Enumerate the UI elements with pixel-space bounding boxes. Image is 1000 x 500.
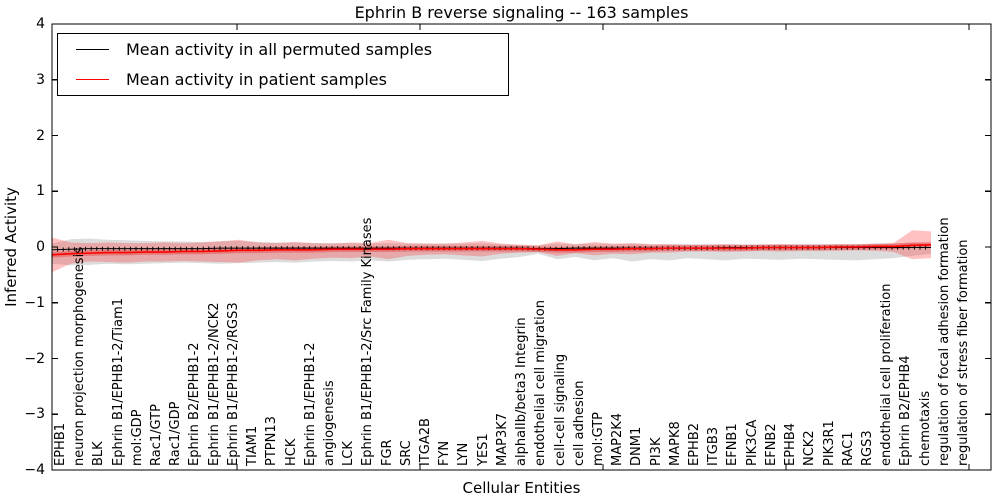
x-entity-label: mol:GTP <box>590 412 606 466</box>
patient-mean-line <box>51 243 932 256</box>
x-entity-label: PI3K <box>648 437 664 466</box>
x-entity-label: Ephrin B1/EPHB1-2/RGS3 <box>225 302 241 466</box>
x-entity-label: Ephrin B1/EPHB1-2 <box>302 342 318 466</box>
x-entity-label: PIK3CA <box>744 419 760 466</box>
x-entity-label: RGS3 <box>859 430 875 466</box>
x-entity-label: endothelial cell proliferation <box>879 283 895 467</box>
legend-item-patient: Mean activity in patient samples <box>58 65 508 93</box>
legend-label-patient: Mean activity in patient samples <box>126 69 387 89</box>
x-entity-label: ITGA2B <box>418 418 434 466</box>
x-entity-label: DNM1 <box>629 426 645 466</box>
x-entity-label: EFNB1 <box>725 423 741 466</box>
x-entity-label: LYN <box>456 442 472 466</box>
x-entity-label: LCK <box>341 441 357 466</box>
permuted-line-sample <box>76 49 109 51</box>
y-tick-label: 2 <box>36 127 45 144</box>
x-entity-label: SRC <box>398 440 414 466</box>
patient-line-sample <box>76 78 109 80</box>
x-entity-label: MAP2K4 <box>610 412 626 466</box>
x-entity-label: regulation of stress fiber formation <box>956 239 971 466</box>
x-entity-label: Ephrin B1/EPHB1-2/Tiam1 <box>110 297 126 466</box>
x-entity-label: mol:GDP <box>129 409 145 466</box>
legend-item-permuted: Mean activity in all permuted samples <box>58 36 508 64</box>
x-entity-label: cell-cell signaling <box>552 353 568 466</box>
y-tick-label: −2 <box>24 350 45 367</box>
legend-box: Mean activity in all permuted samples Me… <box>57 33 509 96</box>
y-tick-label: 0 <box>36 239 45 255</box>
chart-title: Ephrin B reverse signaling -- 163 sample… <box>354 3 689 22</box>
y-tick-label: 1 <box>36 183 45 200</box>
x-entity-label: Ephrin B2/EPHB4 <box>898 355 914 466</box>
permuted-confidence-band <box>52 238 931 266</box>
x-entity-label: cell adhesion <box>571 380 587 466</box>
patient-confidence-band <box>52 230 931 273</box>
y-tick-label: −4 <box>24 462 45 478</box>
x-axis-label: Cellular Entities <box>462 479 581 497</box>
x-entity-label: Ephrin B1/EPHB1-2/NCK2 <box>206 302 222 466</box>
x-entity-label: alphaIIb/beta3 Integrin <box>514 317 530 466</box>
x-entity-label: regulation of focal adhesion formation <box>936 217 952 466</box>
y-tick-label: −1 <box>24 294 45 311</box>
patient-confidence-band-inner <box>52 241 931 258</box>
x-entity-label: chemotaxis <box>917 390 933 466</box>
x-entity-label: PTPN13 <box>264 416 280 466</box>
y-tick-label: −3 <box>24 406 45 423</box>
x-entity-label: Ephrin B2/EPHB1-2 <box>187 342 203 466</box>
x-entity-label: MAP3K7 <box>494 412 510 466</box>
x-entity-label: MAPK8 <box>667 421 683 466</box>
x-entity-label: TIAM1 <box>245 425 261 466</box>
y-tick-label: 3 <box>36 71 45 88</box>
y-tick-label: 4 <box>36 16 45 32</box>
x-entity-label: NCK2 <box>802 430 818 466</box>
x-entity-label: neuron projection morphogenesis <box>72 247 88 466</box>
x-entity-label: endothelial cell migration <box>533 300 549 466</box>
x-entity-label: Rac1/GDP <box>168 401 184 466</box>
x-entity-label: YES1 <box>475 433 491 466</box>
x-entity-label: FGR <box>379 439 395 466</box>
x-entity-label: EPHB4 <box>783 422 799 466</box>
x-entity-label: Rac1/GTP <box>149 404 165 466</box>
x-entity-label: angiogenesis <box>321 380 337 466</box>
x-entity-label: EPHB2 <box>687 422 703 466</box>
x-entity-label: ITGB3 <box>706 426 722 466</box>
x-entity-label: RAC1 <box>840 431 856 466</box>
axis-ticks <box>52 23 991 471</box>
x-entity-label: EFNB2 <box>763 423 779 466</box>
x-entity-label: Ephrin B1/EPHB1-2/Src Family Kinases <box>360 217 376 466</box>
legend-label-permuted: Mean activity in all permuted samples <box>126 40 433 60</box>
x-entity-label: EPHB1 <box>53 422 68 466</box>
x-entity-label: HCK <box>283 438 299 466</box>
x-entity-label: FYN <box>437 440 453 466</box>
x-entity-label: PIK3R1 <box>821 420 837 466</box>
x-entity-label: BLK <box>91 441 107 466</box>
